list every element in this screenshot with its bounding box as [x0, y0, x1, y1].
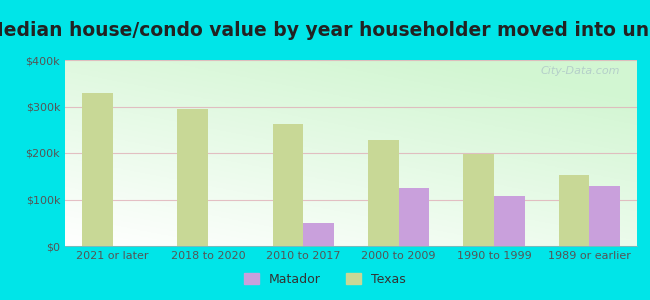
Bar: [273, 124, 304, 246]
Bar: [559, 175, 590, 246]
Bar: [304, 223, 334, 246]
Bar: [82, 92, 112, 246]
Bar: [590, 185, 620, 246]
Bar: [368, 140, 398, 246]
Text: City-Data.com: City-Data.com: [540, 66, 620, 76]
Bar: [494, 196, 525, 246]
Bar: [398, 188, 429, 246]
Bar: [463, 154, 494, 246]
Bar: [177, 109, 208, 246]
Legend: Matador, Texas: Matador, Texas: [239, 268, 411, 291]
Text: Median house/condo value by year householder moved into unit: Median house/condo value by year househo…: [0, 21, 650, 40]
